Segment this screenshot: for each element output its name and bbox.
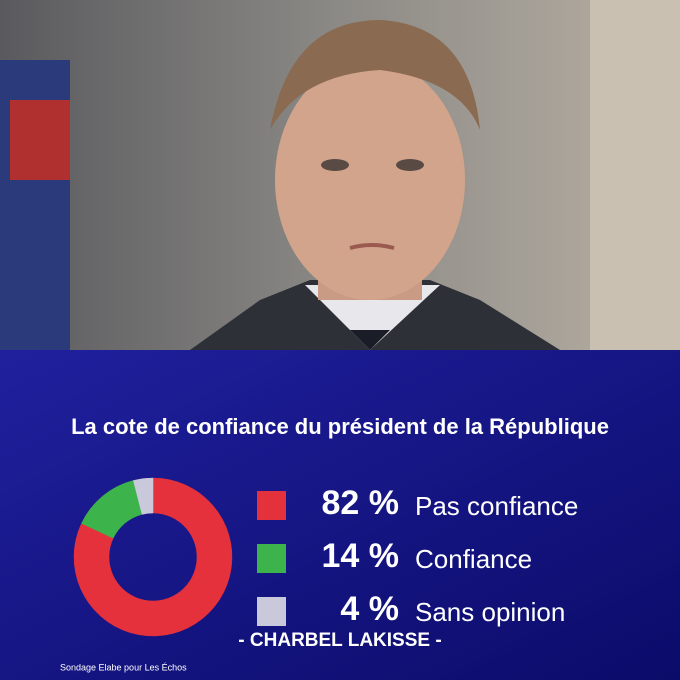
slice <box>73 477 233 637</box>
legend-label: Pas confiance <box>415 491 578 521</box>
legend-swatch <box>257 491 286 520</box>
legend-swatch <box>257 597 286 626</box>
slice <box>133 477 154 515</box>
chart-title: La cote de confiance du président de la … <box>71 414 609 439</box>
annotation: - CHARBEL LAKISSE - <box>238 630 441 651</box>
legend-label: Sans opinion <box>415 597 565 627</box>
value-label: 82 % <box>322 484 400 522</box>
value-label: 14 % <box>322 537 400 575</box>
legend-swatch <box>257 544 286 573</box>
value-label: 4 % <box>340 590 399 628</box>
legend-label: Confiance <box>415 544 532 574</box>
photo <box>0 0 680 350</box>
source: Sondage Elabe pour Les Échos <box>60 662 187 672</box>
